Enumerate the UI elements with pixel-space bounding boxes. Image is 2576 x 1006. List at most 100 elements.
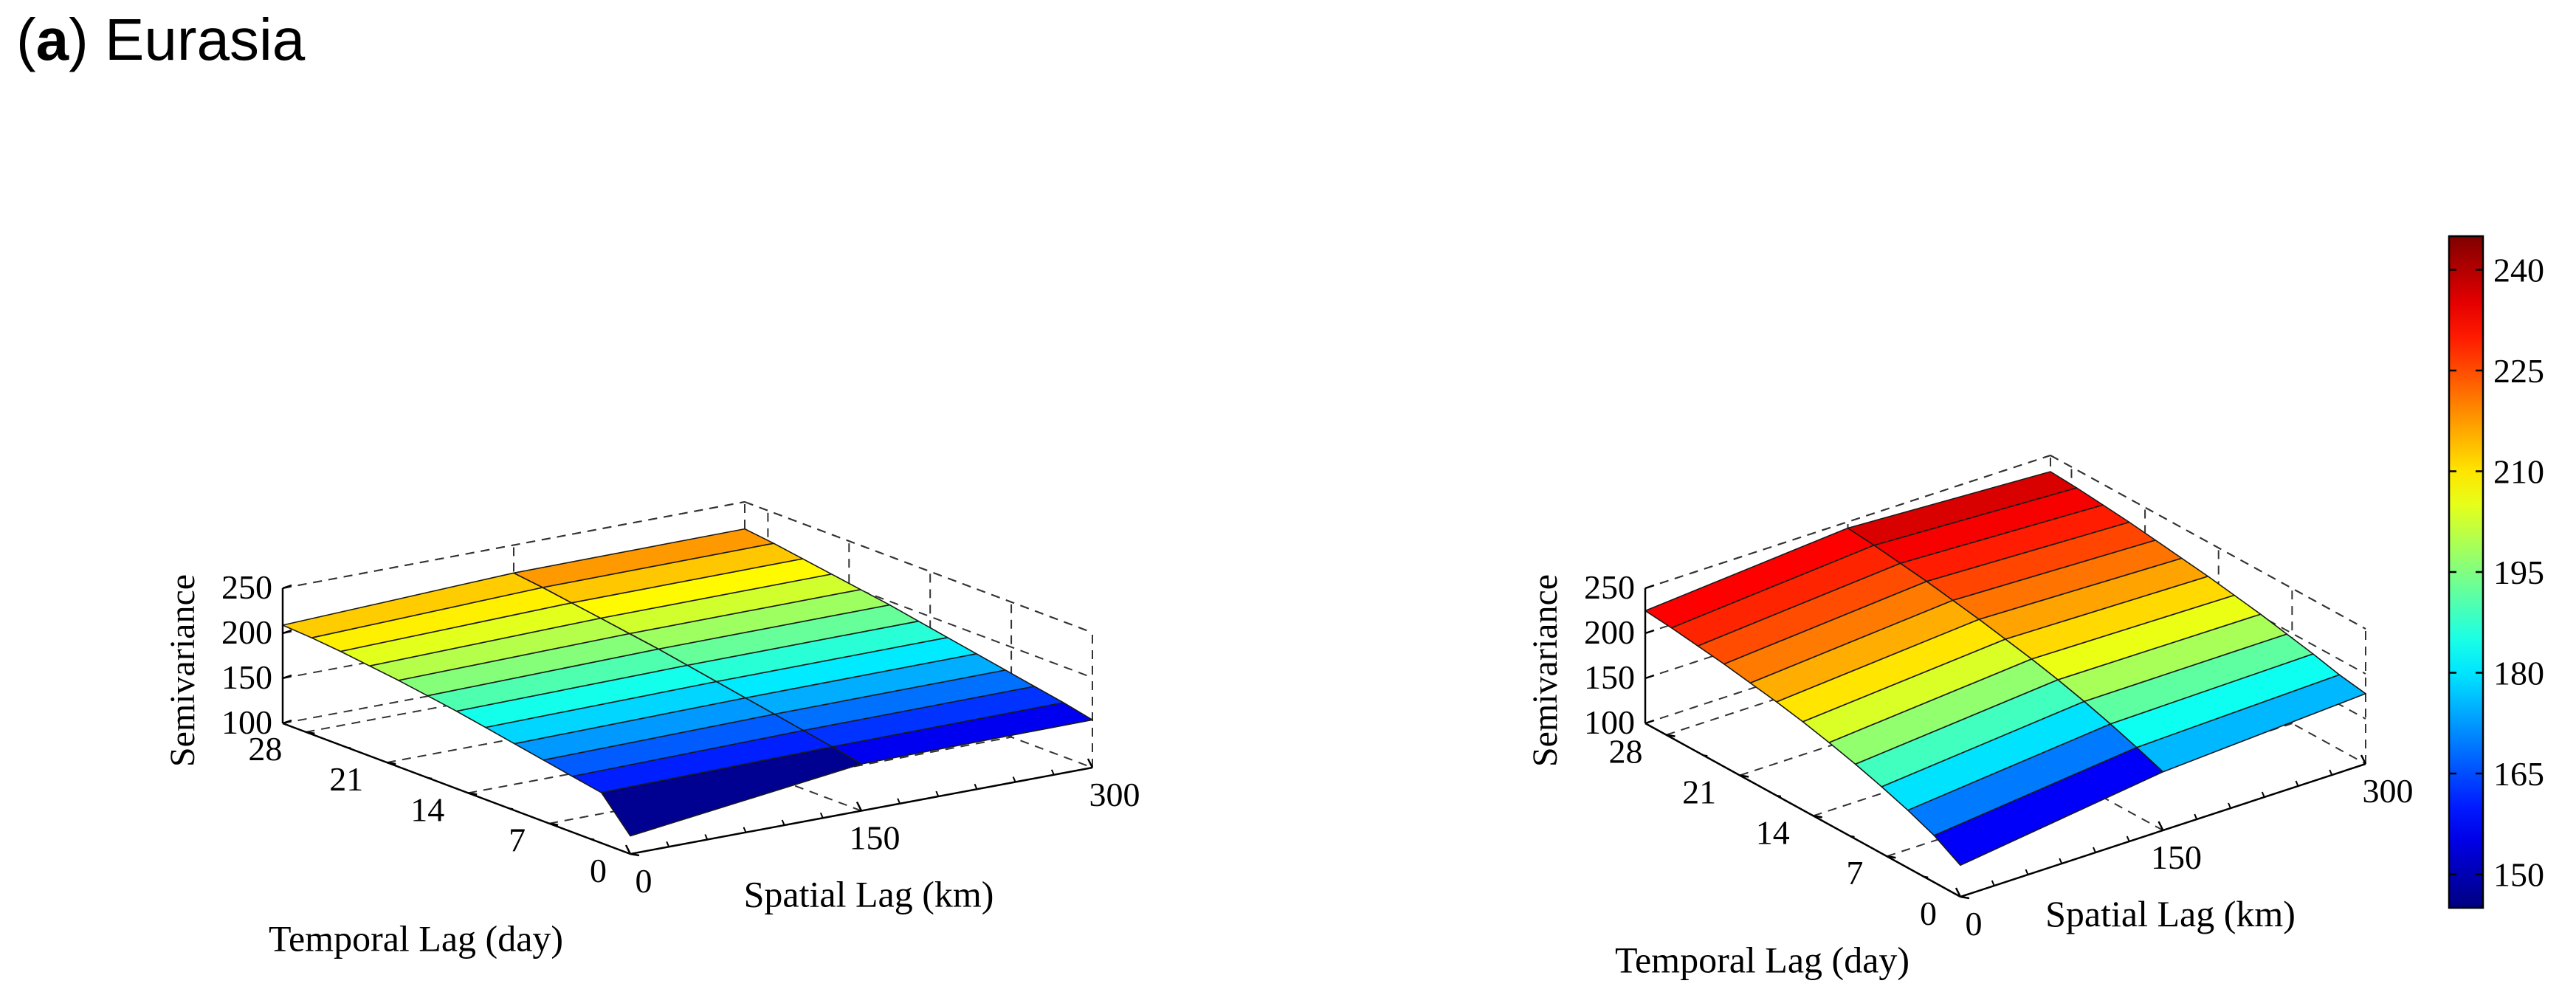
x-tick-label: 0 bbox=[636, 862, 652, 900]
x-tick bbox=[2157, 821, 2164, 831]
z-tick bbox=[282, 584, 292, 590]
y-tick bbox=[1739, 774, 1749, 778]
x-minor-tick bbox=[974, 783, 978, 790]
y-tick bbox=[548, 822, 559, 826]
y-tick bbox=[630, 852, 640, 857]
box-edge bbox=[2050, 590, 2366, 765]
y-minor-tick bbox=[427, 776, 433, 779]
z-tick bbox=[282, 674, 292, 680]
y-minor-tick bbox=[508, 807, 514, 810]
x-minor-tick bbox=[2228, 802, 2231, 809]
x-tick bbox=[855, 801, 863, 812]
panel-title: Eurasia bbox=[105, 7, 306, 72]
x-minor-tick bbox=[2025, 869, 2029, 875]
z-tick-label: 100 bbox=[221, 703, 272, 741]
z-tick-label: 200 bbox=[1584, 613, 1635, 651]
y-axis-title: Temporal Lag (day) bbox=[1615, 940, 1909, 981]
y-tick bbox=[467, 792, 478, 796]
x-minor-tick bbox=[666, 841, 670, 847]
x-tick bbox=[1955, 887, 1962, 898]
z-gridline bbox=[2050, 455, 2366, 630]
colorbar-tick-label: 180 bbox=[2493, 655, 2544, 692]
z-tick-label: 200 bbox=[221, 613, 272, 651]
x-minor-tick bbox=[819, 812, 824, 819]
surface-plot-left: 100 150 200 250 0 150 300 0 7 14 21 28 Semivariance S… bbox=[163, 501, 1140, 960]
x-axis-title: Spatial Lag (km) bbox=[2045, 893, 2296, 934]
y-tick-label: 21 bbox=[1682, 774, 1716, 811]
z-gridline bbox=[282, 501, 745, 589]
y-tick bbox=[1666, 734, 1676, 737]
x-minor-tick bbox=[743, 827, 747, 833]
colorbar-tick-label: 195 bbox=[2493, 554, 2544, 591]
y-minor-tick bbox=[589, 838, 595, 841]
x-tick-label: 300 bbox=[1089, 776, 1140, 813]
surface-patch bbox=[2136, 674, 2366, 773]
x-minor-tick bbox=[897, 798, 901, 805]
y-axis-title: Temporal Lag (day) bbox=[269, 918, 563, 960]
x-tick-label: 300 bbox=[2363, 772, 2414, 810]
y-tick-label: 14 bbox=[410, 790, 444, 828]
colorbar-tick-label: 210 bbox=[2493, 453, 2544, 491]
y-tick bbox=[1960, 895, 1970, 900]
x-minor-tick bbox=[781, 819, 785, 826]
x-minor-tick bbox=[704, 834, 709, 840]
y-tick-label: 7 bbox=[1846, 854, 1863, 892]
x-tick bbox=[624, 844, 632, 855]
colorbar-tick-label: 165 bbox=[2493, 755, 2544, 793]
x-minor-tick bbox=[1991, 880, 1995, 886]
x-tick-label: 0 bbox=[1966, 905, 1983, 943]
x-minor-tick bbox=[2093, 847, 2096, 853]
surface-patch bbox=[832, 702, 1093, 765]
y-minor-tick bbox=[1924, 875, 1929, 878]
x-minor-tick bbox=[935, 790, 940, 797]
x-minor-tick bbox=[2059, 858, 2063, 864]
z-tick-label: 250 bbox=[1584, 568, 1635, 606]
z-axis-title: Semivariance bbox=[1526, 574, 1565, 767]
y-tick-label: 21 bbox=[329, 760, 363, 798]
colorbar-tick-label: 150 bbox=[2493, 856, 2544, 894]
x-minor-tick bbox=[2295, 780, 2299, 787]
x-minor-tick bbox=[2329, 769, 2333, 776]
z-gridline bbox=[2050, 500, 2366, 675]
x-tick bbox=[2360, 754, 2367, 765]
x-tick-label: 150 bbox=[2151, 838, 2202, 876]
y-tick bbox=[1887, 855, 1896, 859]
x-minor-tick bbox=[2261, 791, 2265, 798]
colorbar: 150 165 180 195 210 225 240 bbox=[2448, 235, 2544, 909]
z-tick bbox=[282, 719, 292, 725]
y-tick-label: 28 bbox=[1608, 733, 1642, 771]
y-tick-label: 28 bbox=[248, 730, 282, 768]
panel-label: (a) Eurasia bbox=[16, 7, 306, 72]
x-minor-tick bbox=[1050, 769, 1055, 776]
y-tick-label: 0 bbox=[1920, 895, 1937, 932]
x-minor-tick bbox=[2194, 813, 2198, 820]
z-tick bbox=[1645, 674, 1655, 680]
x-tick-label: 150 bbox=[850, 819, 900, 857]
z-axis-title: Semivariance bbox=[163, 574, 202, 767]
y-tick-label: 14 bbox=[1756, 813, 1790, 851]
y-minor-tick bbox=[1703, 754, 1708, 757]
z-tick bbox=[1645, 719, 1655, 725]
z-tick bbox=[282, 629, 292, 635]
x-axis-title: Spatial Lag (km) bbox=[744, 874, 994, 915]
z-tick bbox=[1645, 629, 1655, 635]
y-tick bbox=[1813, 815, 1822, 819]
z-tick bbox=[1645, 584, 1655, 590]
panel-letter: a bbox=[35, 7, 69, 72]
y-minor-tick bbox=[346, 746, 351, 749]
surface-plot-right: 100 150 200 250 0 150 300 0 7 14 21 28 Semivariance S… bbox=[1526, 455, 2414, 981]
z-tick-label: 150 bbox=[1584, 658, 1635, 696]
z-tick-label: 150 bbox=[221, 658, 272, 696]
y-tick-label: 7 bbox=[509, 821, 526, 859]
y-tick-label: 0 bbox=[590, 852, 607, 889]
x-minor-tick bbox=[2126, 836, 2130, 842]
z-tick-label: 100 bbox=[1584, 703, 1635, 741]
y-axis bbox=[1645, 722, 1961, 898]
y-axis bbox=[282, 722, 631, 855]
x-tick bbox=[1086, 758, 1094, 768]
colorbar-tick-label: 240 bbox=[2493, 252, 2544, 289]
colorbar-tick-label: 225 bbox=[2493, 352, 2544, 390]
y-minor-tick bbox=[1850, 835, 1855, 838]
y-tick bbox=[306, 731, 315, 735]
